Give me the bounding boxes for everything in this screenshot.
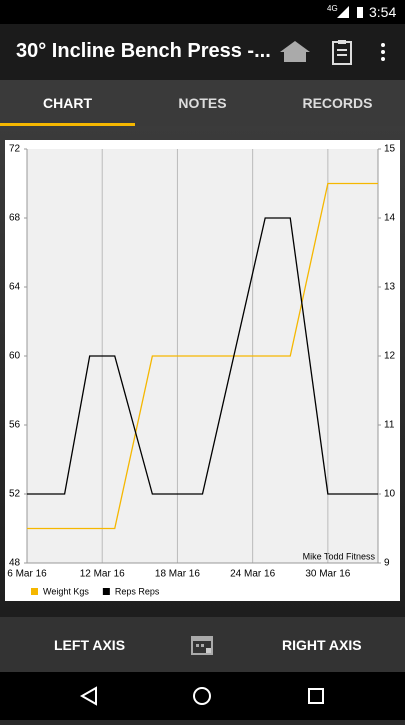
status-bar: 4G 3:54 [0,0,405,24]
tab-indicator [0,123,135,126]
legend-swatch [102,588,110,595]
x-tick-label: 12 Mar 16 [80,569,125,580]
clock: 3:54 [369,4,397,20]
y2-tick-label: 14 [384,213,396,224]
app-title: 30° Incline Bench Press -... [16,40,271,62]
x-tick-label: 6 Mar 16 [7,569,47,580]
tab[interactable]: RECORDS [302,95,373,111]
network: 4G [327,4,338,13]
series-line [27,182,378,530]
y2-tick-label: 12 [384,351,396,362]
tab-bar: CHART NOTES RECORDS [0,80,405,126]
status-icons [337,6,363,18]
chart: Mike Todd Fitness 6 Mar 16 12 Mar 16 18 Ma… [5,140,400,601]
x-tick-label: 30 Mar 16 [305,569,350,580]
y-tick-label: 72 [9,144,21,155]
y2-tick-label: 9 [384,558,390,569]
y-tick-label: 48 [9,558,21,569]
tab[interactable]: CHART [43,95,92,111]
series-line [27,217,378,495]
x-tick-label: 18 Mar 16 [155,569,200,580]
y-tick-label: 64 [9,282,21,293]
y-tick-label: 60 [9,351,21,362]
app-bar: 30° Incline Bench Press -... [0,24,405,80]
x-tick-label: 24 Mar 16 [230,569,275,580]
calendar-icon[interactable] [191,634,215,656]
right-axis-button[interactable]: RIGHT AXIS [282,637,362,653]
legend-label: Reps Reps [115,586,160,596]
y2-tick-label: 13 [384,282,396,293]
y2-tick-label: 11 [384,420,395,431]
annotation: Mike Todd Fitness [303,551,376,561]
nav-bar [0,672,405,720]
nav-buttons[interactable] [0,672,405,720]
left-axis-button[interactable]: LEFT AXIS [54,637,126,653]
bottom-bar: LEFT AXIS RIGHT AXIS [0,617,405,672]
y2-tick-label: 10 [384,489,396,500]
y-tick-label: 68 [9,213,21,224]
y2-tick-label: 15 [384,144,396,155]
legend-swatch [31,588,38,595]
y-tick-label: 52 [9,489,21,500]
y-tick-label: 56 [9,420,21,431]
tab[interactable]: NOTES [178,95,227,111]
legend-label: Weight Kgs [43,586,89,596]
action-icons[interactable] [278,38,390,68]
